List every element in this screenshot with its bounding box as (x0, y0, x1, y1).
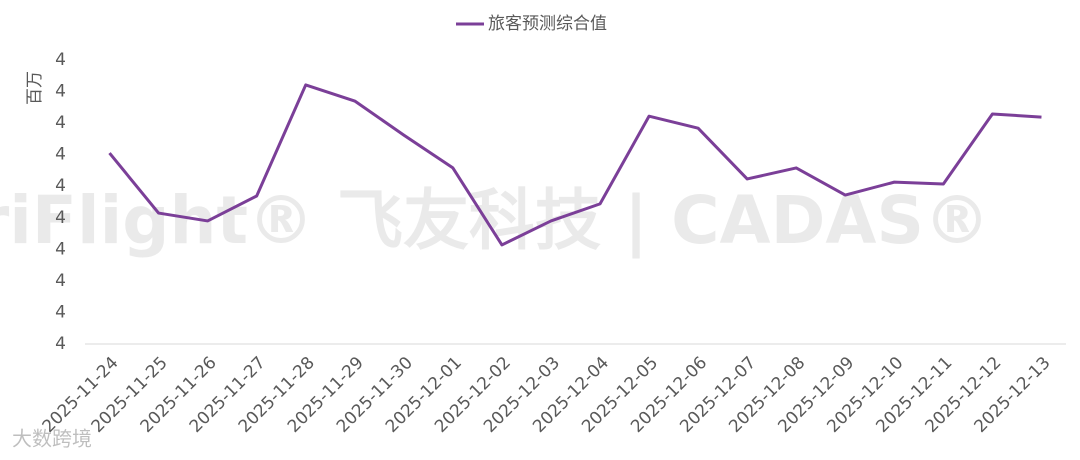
y-tick-label: 4 (55, 302, 66, 322)
y-tick-label: 4 (55, 239, 66, 259)
y-tick-label: 4 (55, 145, 66, 165)
y-axis-label: 百万 (25, 71, 45, 105)
y-tick-label: 4 (55, 334, 66, 354)
legend-label: 旅客预测综合值 (488, 14, 607, 34)
y-tick-label: 4 (55, 208, 66, 228)
watermark: VariFlight® 飞友科技 | CADAS® (0, 182, 990, 260)
y-tick-label: 4 (55, 82, 66, 102)
logo: 大数跨境 (12, 427, 92, 451)
y-tick-label: 4 (55, 176, 66, 196)
y-tick-label: 4 (55, 271, 66, 291)
y-tick-label: 4 (55, 113, 66, 133)
line (108, 83, 1042, 247)
y-tick-label: 4 (55, 50, 66, 70)
